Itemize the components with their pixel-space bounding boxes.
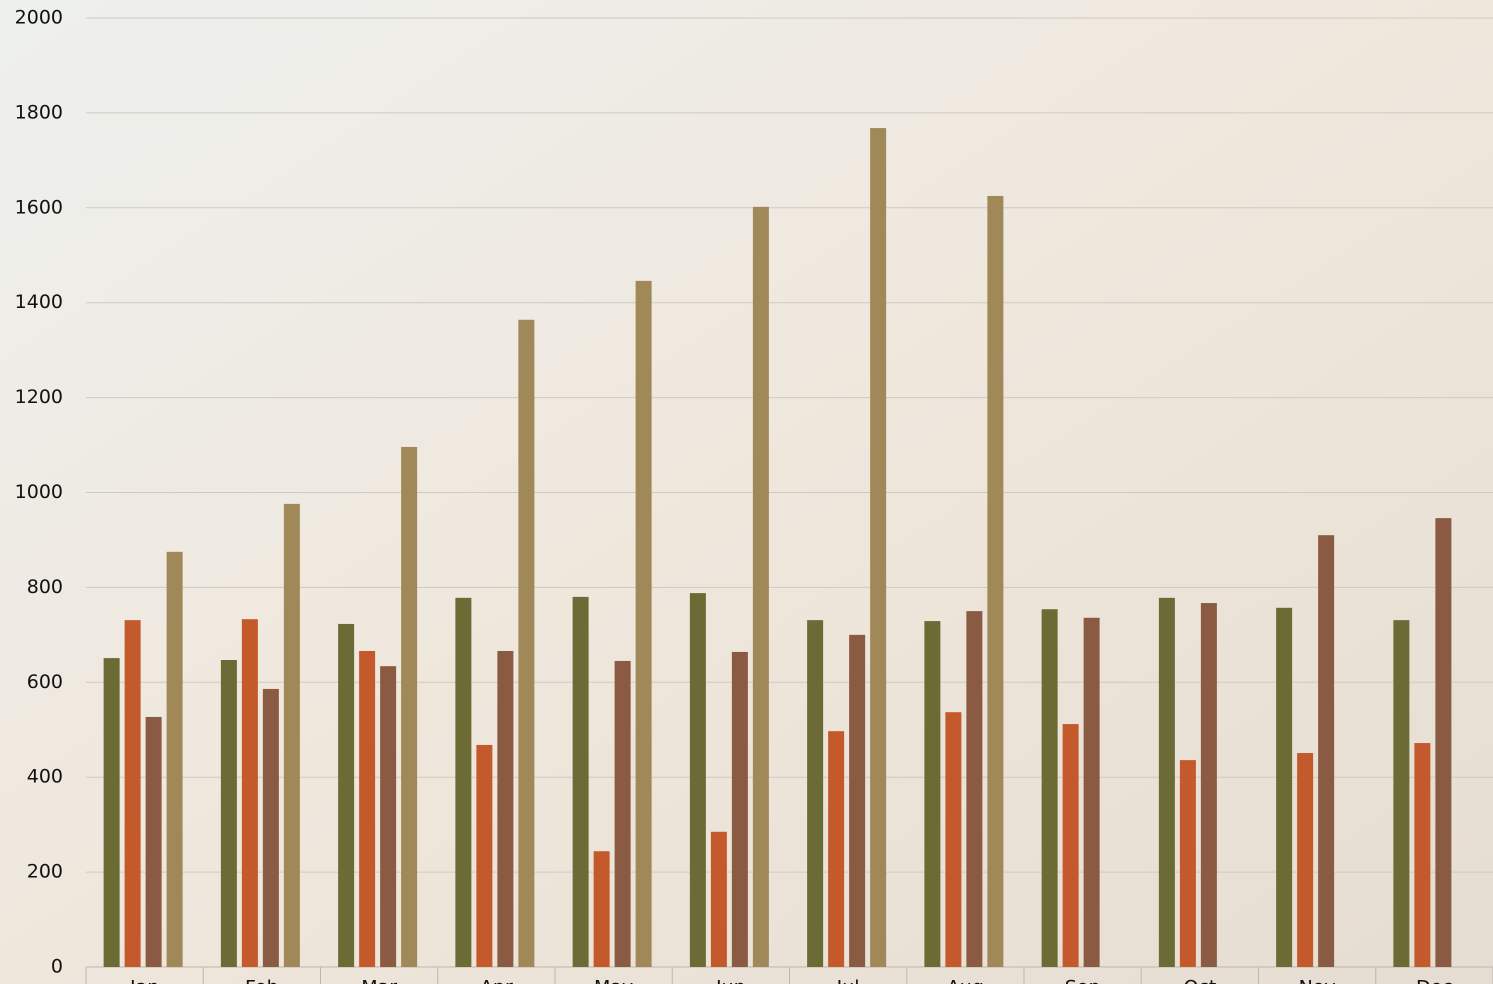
bar <box>1042 609 1058 967</box>
bar <box>284 504 300 967</box>
x-tick-label: Nov <box>1299 977 1336 984</box>
bar <box>690 593 706 967</box>
bar <box>615 661 631 967</box>
bar <box>753 207 769 967</box>
y-tick-label: 200 <box>27 861 63 883</box>
bar <box>594 851 610 967</box>
bar <box>828 731 844 967</box>
y-tick-label: 800 <box>27 576 63 598</box>
x-tick-label: Dec <box>1416 977 1453 984</box>
x-tick-label: Feb <box>245 977 279 984</box>
bar <box>242 619 258 967</box>
x-tick-label: Jun <box>715 977 746 984</box>
bar <box>104 658 120 967</box>
x-tick-label: May <box>594 977 633 984</box>
bar <box>1414 743 1430 967</box>
bar <box>221 660 237 967</box>
bar <box>1063 724 1079 967</box>
bar <box>1318 535 1334 967</box>
bar <box>1159 598 1175 967</box>
bar <box>167 552 183 967</box>
bar <box>987 196 1003 967</box>
bar <box>732 652 748 967</box>
bar <box>711 832 727 967</box>
x-tick-label: Oct <box>1183 977 1216 984</box>
bar <box>1297 753 1313 967</box>
bar <box>1435 518 1451 967</box>
bar <box>945 712 961 967</box>
bar <box>338 624 354 967</box>
chart: 0 200 400 600 800 1000 1200 1400 1600 1800 2000 Jan… <box>0 0 1493 984</box>
y-tick-label: 1600 <box>15 196 63 218</box>
bar <box>924 621 940 967</box>
x-tick-label: Jul <box>836 977 860 984</box>
y-tick-label: 1800 <box>15 101 63 123</box>
bar <box>870 128 886 967</box>
y-tick-label: 2000 <box>15 7 63 29</box>
bar <box>476 745 492 967</box>
bar <box>380 666 396 967</box>
bar <box>1180 760 1196 967</box>
bar <box>1393 620 1409 967</box>
bar <box>518 320 534 967</box>
bar <box>401 447 417 967</box>
x-tick-label: Jan <box>129 977 159 984</box>
bar <box>636 281 652 967</box>
y-tick-label: 1000 <box>15 481 63 503</box>
bar <box>146 717 162 967</box>
bar <box>807 620 823 967</box>
x-tick-label: Sep <box>1065 977 1101 984</box>
bar <box>966 611 982 967</box>
bar <box>359 651 375 967</box>
y-tick-label: 400 <box>27 766 63 788</box>
y-tick-label: 1400 <box>15 291 63 313</box>
bar <box>1276 608 1292 967</box>
bar <box>455 598 471 967</box>
bar <box>573 597 589 967</box>
y-tick-label: 1200 <box>15 386 63 408</box>
y-tick-label: 0 <box>51 956 63 978</box>
y-tick-label: 600 <box>27 671 63 693</box>
bar <box>849 635 865 967</box>
bar <box>497 651 513 967</box>
bar <box>1201 603 1217 967</box>
x-tick-label: Apr <box>480 977 513 984</box>
bar <box>263 689 279 967</box>
bar <box>125 620 141 967</box>
bar <box>1084 618 1100 967</box>
x-tick-label: Mar <box>361 977 397 984</box>
x-tick-label: Aug <box>947 977 984 984</box>
